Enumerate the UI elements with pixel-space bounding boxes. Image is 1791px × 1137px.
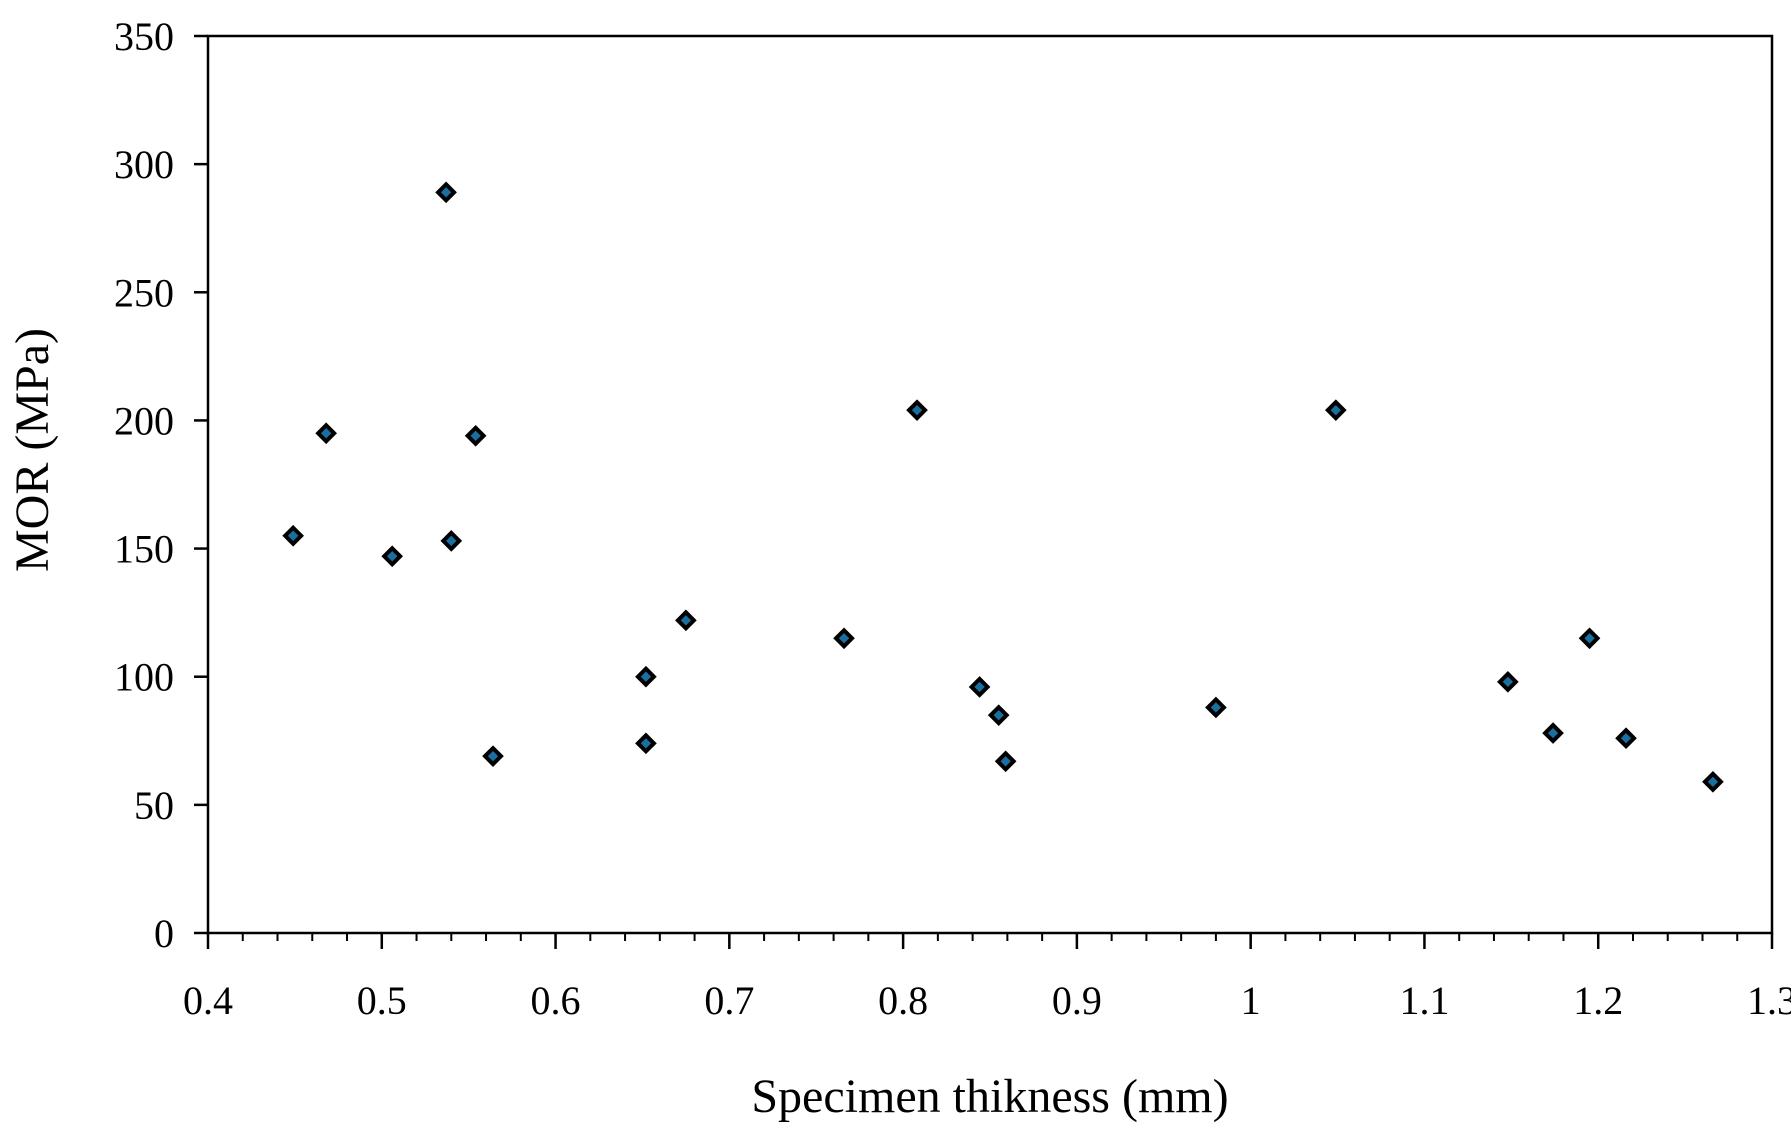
y-tick-labels: 0 50 100 150 200 250 300 350 <box>114 14 174 956</box>
x-tick-label: 0.8 <box>878 978 928 1023</box>
data-point <box>482 745 504 767</box>
data-point <box>1205 696 1227 719</box>
y-major-ticks <box>194 34 208 935</box>
data-point <box>435 181 457 204</box>
data-point <box>635 732 657 755</box>
x-major-ticks <box>206 933 1774 949</box>
data-point <box>987 704 1010 726</box>
y-tick-label: 0 <box>154 911 174 956</box>
data-point <box>315 422 337 445</box>
data-point <box>1615 727 1637 750</box>
x-tick-label: 0.9 <box>1052 978 1102 1023</box>
data-point <box>440 530 463 552</box>
y-tick-label: 150 <box>114 527 174 572</box>
y-tick-label: 100 <box>114 655 174 700</box>
y-tick-label: 300 <box>114 142 174 187</box>
data-point <box>675 609 697 632</box>
data-point <box>635 665 657 688</box>
data-point <box>1578 627 1601 650</box>
data-point <box>381 545 404 568</box>
x-tick-label: 1.1 <box>1399 978 1449 1023</box>
data-point <box>1497 671 1519 693</box>
x-tick-label: 1 <box>1241 978 1261 1023</box>
x-tick-label: 0.5 <box>357 978 407 1023</box>
x-tick-labels: 0.4 0.5 0.6 0.7 0.8 0.9 1 1.1 1.2 1.3 <box>183 978 1791 1023</box>
x-axis-title: Specimen thikness (mm) <box>751 1070 1228 1123</box>
y-tick-label: 50 <box>134 783 174 828</box>
y-axis-title: MOR (MPa) <box>6 328 59 572</box>
data-point <box>1702 770 1724 793</box>
data-point <box>282 524 304 547</box>
data-point <box>833 627 855 650</box>
y-tick-label: 350 <box>114 14 174 59</box>
data-point <box>906 399 928 422</box>
x-tick-label: 0.7 <box>704 978 754 1023</box>
x-tick-label: 1.2 <box>1573 978 1623 1023</box>
x-tick-label: 1.3 <box>1747 978 1791 1023</box>
plot-area <box>206 34 1774 935</box>
data-points <box>282 181 1724 793</box>
x-tick-label: 0.6 <box>531 978 581 1023</box>
data-point <box>464 424 487 447</box>
data-point <box>1324 399 1347 422</box>
data-point <box>994 750 1017 773</box>
y-tick-label: 200 <box>114 398 174 443</box>
x-tick-label: 0.4 <box>183 978 233 1023</box>
data-point <box>1542 722 1564 744</box>
data-point <box>968 676 991 698</box>
y-tick-label: 250 <box>114 270 174 315</box>
